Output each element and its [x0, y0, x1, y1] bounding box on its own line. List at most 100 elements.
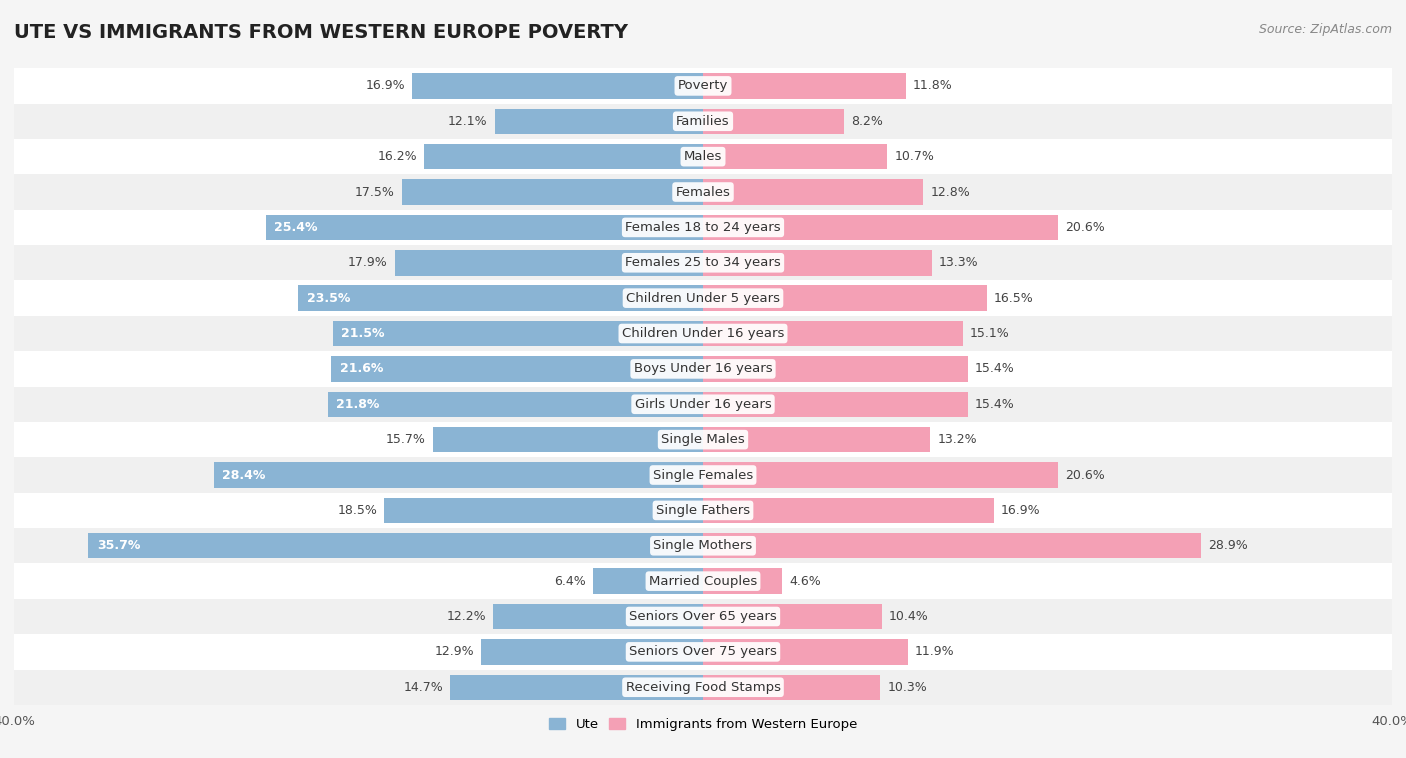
Text: Seniors Over 65 years: Seniors Over 65 years [628, 610, 778, 623]
Bar [14, 351, 1392, 387]
Bar [703, 604, 882, 629]
Bar [266, 215, 703, 240]
Bar [14, 599, 1392, 634]
Legend: Ute, Immigrants from Western Europe: Ute, Immigrants from Western Europe [544, 713, 862, 737]
Text: 15.4%: 15.4% [976, 398, 1015, 411]
Text: 17.9%: 17.9% [349, 256, 388, 269]
Bar [384, 498, 703, 523]
Text: 12.2%: 12.2% [446, 610, 486, 623]
Bar [89, 533, 703, 559]
Text: 14.7%: 14.7% [404, 681, 443, 694]
Bar [14, 316, 1392, 351]
Text: Females 18 to 24 years: Females 18 to 24 years [626, 221, 780, 234]
Text: 11.9%: 11.9% [915, 645, 955, 659]
Bar [703, 498, 994, 523]
Text: UTE VS IMMIGRANTS FROM WESTERN EUROPE POVERTY: UTE VS IMMIGRANTS FROM WESTERN EUROPE PO… [14, 23, 628, 42]
Text: Receiving Food Stamps: Receiving Food Stamps [626, 681, 780, 694]
Text: Families: Families [676, 114, 730, 128]
Text: Seniors Over 75 years: Seniors Over 75 years [628, 645, 778, 659]
Bar [298, 286, 703, 311]
Text: 15.7%: 15.7% [385, 433, 426, 446]
Text: Poverty: Poverty [678, 80, 728, 92]
Text: 13.3%: 13.3% [939, 256, 979, 269]
Bar [703, 250, 932, 275]
Text: 13.2%: 13.2% [938, 433, 977, 446]
Bar [14, 174, 1392, 210]
Text: 16.9%: 16.9% [366, 80, 405, 92]
Bar [214, 462, 703, 487]
Bar [14, 634, 1392, 669]
Text: Children Under 5 years: Children Under 5 years [626, 292, 780, 305]
Text: 25.4%: 25.4% [274, 221, 318, 234]
Bar [450, 675, 703, 700]
Bar [593, 568, 703, 594]
Bar [703, 321, 963, 346]
Text: 10.3%: 10.3% [887, 681, 927, 694]
Bar [703, 427, 931, 453]
Bar [703, 108, 844, 134]
Bar [433, 427, 703, 453]
Text: Single Fathers: Single Fathers [657, 504, 749, 517]
Bar [703, 639, 908, 665]
Text: 12.1%: 12.1% [449, 114, 488, 128]
Text: Married Couples: Married Couples [650, 575, 756, 587]
Text: Single Males: Single Males [661, 433, 745, 446]
Text: 15.4%: 15.4% [976, 362, 1015, 375]
Text: Girls Under 16 years: Girls Under 16 years [634, 398, 772, 411]
Text: Boys Under 16 years: Boys Under 16 years [634, 362, 772, 375]
Bar [402, 180, 703, 205]
Bar [14, 457, 1392, 493]
Bar [703, 675, 880, 700]
Bar [14, 68, 1392, 104]
Text: Source: ZipAtlas.com: Source: ZipAtlas.com [1258, 23, 1392, 36]
Text: 10.7%: 10.7% [894, 150, 934, 163]
Bar [703, 286, 987, 311]
Bar [330, 356, 703, 381]
Bar [703, 144, 887, 169]
Bar [703, 568, 782, 594]
Bar [395, 250, 703, 275]
Text: 10.4%: 10.4% [889, 610, 929, 623]
Text: 20.6%: 20.6% [1064, 468, 1105, 481]
Text: 4.6%: 4.6% [789, 575, 821, 587]
Bar [703, 215, 1057, 240]
Bar [703, 392, 969, 417]
Text: 28.9%: 28.9% [1208, 539, 1247, 553]
Text: Females 25 to 34 years: Females 25 to 34 years [626, 256, 780, 269]
Text: 6.4%: 6.4% [554, 575, 586, 587]
Bar [14, 422, 1392, 457]
Text: Single Mothers: Single Mothers [654, 539, 752, 553]
Text: 16.2%: 16.2% [377, 150, 418, 163]
Bar [703, 462, 1057, 487]
Bar [703, 356, 969, 381]
Text: 21.6%: 21.6% [340, 362, 382, 375]
Text: Children Under 16 years: Children Under 16 years [621, 327, 785, 340]
Bar [703, 74, 907, 99]
Text: 23.5%: 23.5% [307, 292, 350, 305]
Text: 8.2%: 8.2% [851, 114, 883, 128]
Text: Females: Females [675, 186, 731, 199]
Bar [14, 280, 1392, 316]
Bar [703, 533, 1201, 559]
Text: 21.5%: 21.5% [342, 327, 385, 340]
Bar [14, 387, 1392, 422]
Bar [14, 104, 1392, 139]
Text: Single Females: Single Females [652, 468, 754, 481]
Bar [14, 210, 1392, 245]
Bar [14, 139, 1392, 174]
Text: 18.5%: 18.5% [337, 504, 377, 517]
Bar [14, 669, 1392, 705]
Text: 20.6%: 20.6% [1064, 221, 1105, 234]
Bar [481, 639, 703, 665]
Bar [495, 108, 703, 134]
Bar [412, 74, 703, 99]
Bar [703, 180, 924, 205]
Text: Males: Males [683, 150, 723, 163]
Text: 16.5%: 16.5% [994, 292, 1033, 305]
Text: 15.1%: 15.1% [970, 327, 1010, 340]
Bar [14, 493, 1392, 528]
Text: 16.9%: 16.9% [1001, 504, 1040, 517]
Text: 28.4%: 28.4% [222, 468, 266, 481]
Text: 21.8%: 21.8% [336, 398, 380, 411]
Bar [494, 604, 703, 629]
